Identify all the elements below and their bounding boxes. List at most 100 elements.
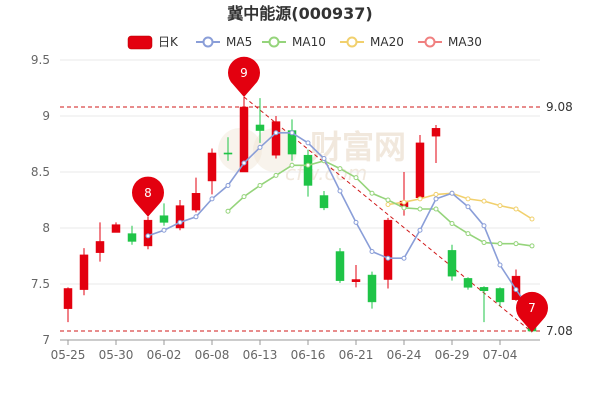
ma20-point — [481, 198, 487, 204]
candle-body — [255, 124, 265, 131]
candle-body — [479, 287, 489, 291]
ma10-point — [289, 162, 295, 168]
ma5-point — [257, 144, 263, 150]
ma10-point — [337, 166, 343, 172]
ma20-point — [401, 199, 407, 205]
x-tick-label: 06-21 — [339, 348, 374, 362]
markpoint-label: 7 — [528, 301, 536, 315]
ma20-point — [385, 201, 391, 207]
candle — [479, 286, 489, 323]
ma5-point — [193, 214, 199, 220]
x-tick-label: 06-16 — [291, 348, 326, 362]
markpoint-shape — [227, 56, 260, 97]
level-lines: 9.08 7.08 — [60, 100, 573, 338]
ma20-point — [529, 216, 535, 222]
candle-body — [95, 241, 105, 253]
candle-body — [319, 195, 329, 209]
ma10-point — [497, 241, 503, 247]
legend-item[interactable]: MA5 — [196, 35, 252, 49]
y-tick-label: 8 — [42, 221, 50, 235]
ma5-point — [401, 255, 407, 261]
moving-average-lines — [145, 130, 535, 315]
x-tick-label: 06-13 — [243, 348, 278, 362]
legend-item[interactable]: MA10 — [262, 35, 326, 49]
legend-label: MA5 — [226, 35, 252, 49]
candle — [335, 248, 345, 283]
ma10-point — [385, 197, 391, 203]
legend-item[interactable]: MA30 — [418, 35, 482, 49]
markpoint-pin: 8 — [132, 176, 164, 217]
ma5-point — [497, 262, 503, 268]
candles — [63, 96, 537, 333]
legend-label: 日K — [158, 35, 179, 49]
x-axis: 05-25 05-30 06-02 06-08 06-13 06-16 06-21 06-24… — [51, 339, 540, 362]
candle-body — [367, 274, 377, 303]
legend[interactable]: 日K MA5 MA10 MA20 MA30 — [127, 35, 482, 50]
ma10-point — [433, 206, 439, 212]
candle-body — [351, 279, 361, 283]
y-tick-label: 7.5 — [31, 277, 50, 291]
ma10-point — [449, 221, 455, 227]
candle — [383, 217, 393, 289]
ma5-point — [417, 227, 423, 233]
candle — [111, 222, 121, 233]
ma5-point — [321, 156, 327, 162]
candle-body — [335, 251, 345, 281]
ma5-point — [513, 287, 519, 293]
ma5-point — [433, 196, 439, 202]
candle — [495, 287, 505, 307]
legend-item[interactable]: MA20 — [340, 35, 404, 49]
candle — [191, 177, 201, 213]
legend-item[interactable]: 日K — [127, 35, 179, 50]
candle-body — [415, 142, 425, 199]
candle — [255, 98, 265, 143]
candle-body — [207, 152, 217, 182]
legend-swatch-marker — [268, 36, 280, 48]
y-tick-label: 8.5 — [31, 165, 50, 179]
ma20-point — [465, 196, 471, 202]
legend-swatch-marker — [346, 36, 358, 48]
ma10-point — [273, 172, 279, 178]
y-tick-label: 7 — [42, 333, 50, 347]
ma5-point — [465, 204, 471, 210]
candle-body — [143, 219, 153, 247]
candle-body — [159, 215, 169, 223]
ma5-point — [273, 130, 279, 136]
ma5-point — [481, 223, 487, 229]
ma5-point — [353, 219, 359, 225]
ma20-point — [497, 203, 503, 209]
candle-body — [63, 288, 73, 309]
level-label: 7.08 — [546, 324, 573, 338]
candle — [79, 248, 89, 296]
candle-body — [223, 152, 233, 155]
ma5-point — [289, 130, 295, 136]
legend-swatch-marker — [202, 36, 214, 48]
ma5-point — [337, 188, 343, 194]
ma10-point — [417, 206, 423, 212]
candle — [143, 216, 153, 250]
candle — [239, 96, 249, 173]
chart-title: 冀中能源(000937) — [227, 4, 372, 23]
candle-body — [111, 224, 121, 233]
y-axis: 7 7.5 8 8.5 9 9.5 — [31, 53, 50, 347]
ma10-point — [481, 240, 487, 246]
candle-body — [383, 219, 393, 280]
candle-body — [271, 121, 281, 156]
ma5-point — [161, 227, 167, 233]
candle — [431, 124, 441, 164]
candle — [447, 244, 457, 281]
candle-body — [79, 254, 89, 290]
ma20-point — [417, 196, 423, 202]
x-tick-label: 05-25 — [51, 348, 86, 362]
candle-body — [495, 288, 505, 303]
ma10-point — [465, 231, 471, 237]
candle — [175, 200, 185, 231]
ma10-point — [401, 205, 407, 211]
x-tick-label: 07-04 — [483, 348, 518, 362]
ma10-point — [353, 175, 359, 181]
markpoint-label: 9 — [240, 66, 248, 80]
ma5-point — [385, 255, 391, 261]
candle — [351, 264, 361, 288]
ma10-point — [257, 182, 263, 188]
